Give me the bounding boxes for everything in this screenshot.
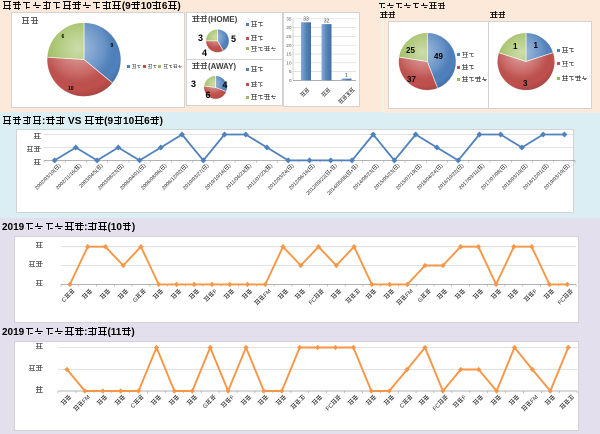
svg-text:33: 33	[303, 17, 309, 23]
svg-text:1: 1	[345, 73, 348, 79]
svg-text:20: 20	[286, 43, 292, 49]
svg-text:0: 0	[289, 78, 292, 84]
svg-text:5: 5	[289, 69, 292, 75]
svg-text:25: 25	[286, 34, 292, 40]
svg-text:15: 15	[286, 52, 292, 58]
svg-text:32: 32	[324, 18, 330, 24]
svg-text:10: 10	[286, 60, 292, 66]
svg-text:35: 35	[286, 16, 292, 22]
svg-text:30: 30	[286, 25, 292, 31]
